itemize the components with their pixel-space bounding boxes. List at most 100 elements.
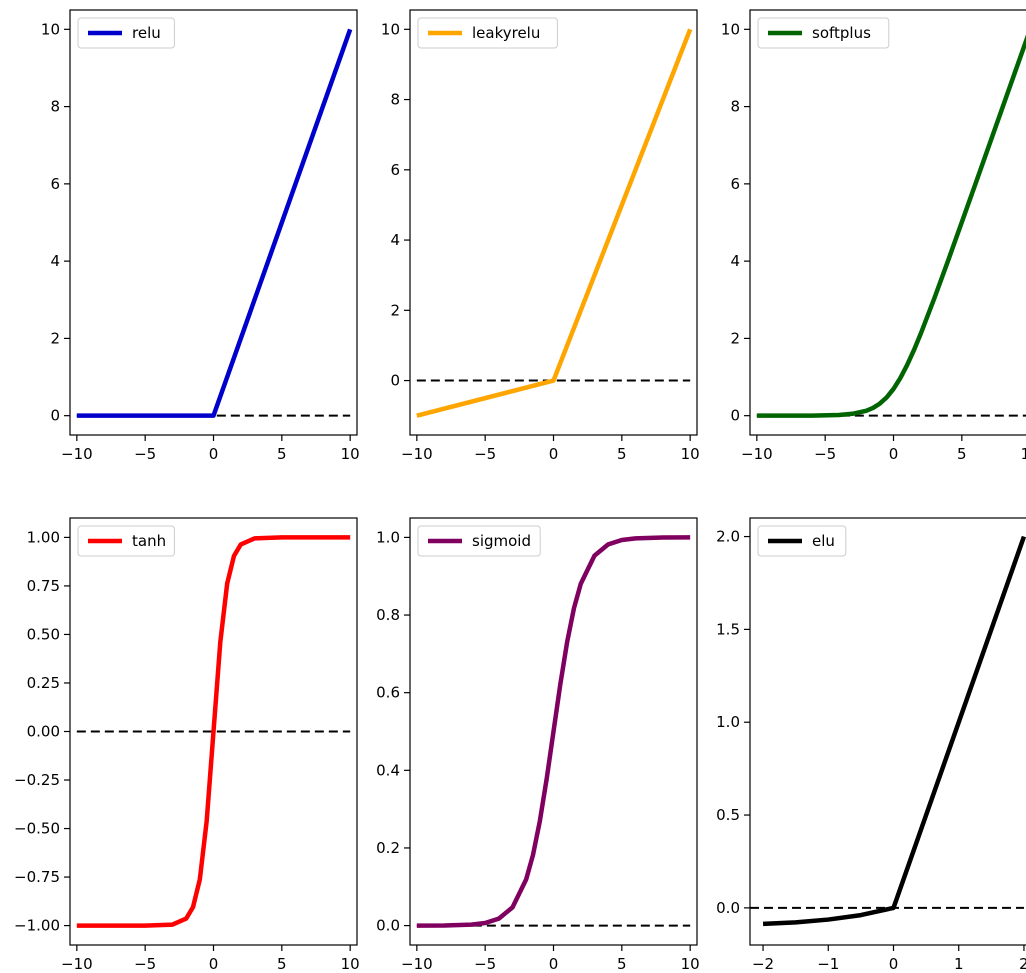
- subplot-softplus: −10 −5 0 5 10 0 2 4 6 8 10 softplus: [721, 9, 1026, 463]
- series-line-relu: [76, 28, 353, 418]
- legend-box: [77, 525, 175, 557]
- x-tick-label: 10: [681, 445, 700, 463]
- y-tick-label: 8: [730, 98, 740, 116]
- y-tick-label: 6: [390, 161, 400, 179]
- axes-frame: [69, 9, 358, 436]
- series-line-leakyrelu: [416, 28, 693, 418]
- y-tick-label: −1.00: [14, 917, 60, 935]
- y-tick-label: 0.00: [27, 723, 60, 741]
- x-tick-label: 0: [209, 445, 219, 463]
- x-tick-label: −10: [401, 955, 433, 973]
- y-tick-label: −0.75: [14, 868, 60, 886]
- axes-frame: [749, 517, 1026, 946]
- legend-label: softplus: [812, 24, 871, 42]
- x-tick-label: −5: [814, 445, 836, 463]
- x-tick-label: 0: [549, 445, 559, 463]
- x-tick-label: 5: [617, 955, 627, 973]
- y-tick-label: −0.25: [14, 771, 60, 789]
- y-tick-label: 1.00: [27, 528, 60, 546]
- x-tick-label: 10: [681, 955, 700, 973]
- legend-box: [757, 17, 890, 49]
- y-tick-label: 10: [381, 20, 400, 38]
- y-tick-label: 0.50: [27, 625, 60, 643]
- series-line-elu: [762, 535, 1026, 927]
- y-tick-label: 6: [730, 175, 740, 193]
- legend-relu: relu: [77, 17, 175, 49]
- y-tick-label: 0.6: [376, 684, 400, 702]
- y-tick-label: 4: [50, 252, 60, 270]
- y-tick-label: 1.0: [716, 713, 740, 731]
- x-tick-label: 10: [1021, 445, 1026, 463]
- x-tick-label: 2: [1019, 955, 1026, 973]
- y-tick-label: −0.50: [14, 820, 60, 838]
- x-tick-label: 10: [341, 955, 360, 973]
- legend-label: sigmoid: [472, 532, 531, 550]
- x-tick-label: −5: [134, 955, 156, 973]
- legend-leakyrelu: leakyrelu: [417, 17, 558, 49]
- series-line-tanh: [76, 535, 351, 928]
- x-tick-label: 5: [957, 445, 967, 463]
- y-tick-label: 0.0: [716, 899, 740, 917]
- legend-box: [77, 17, 175, 49]
- y-tick-label: 0.0: [376, 917, 400, 935]
- y-tick-label: 0: [390, 372, 400, 390]
- legend-elu: elu: [757, 525, 847, 557]
- y-tick-label: 2.0: [716, 528, 740, 546]
- subplot-elu: −2 −1 0 1 2 0.0 0.5 1.0 1.5 2.0 elu: [716, 517, 1026, 973]
- x-tick-label: 0: [209, 955, 219, 973]
- y-tick-label: 0.5: [716, 806, 740, 824]
- y-tick-label: 10: [41, 20, 60, 38]
- legend-label: tanh: [132, 532, 166, 550]
- y-tick-label: 1.5: [716, 620, 740, 638]
- legend-box: [417, 17, 558, 49]
- x-tick-label: −10: [401, 445, 433, 463]
- x-tick-label: −10: [61, 955, 93, 973]
- y-tick-label: 10: [721, 20, 740, 38]
- y-tick-label: 2: [390, 301, 400, 319]
- x-tick-label: 0: [889, 955, 899, 973]
- legend-sigmoid: sigmoid: [417, 525, 541, 557]
- series-line-softplus: [756, 34, 1026, 418]
- y-tick-label: 2: [50, 329, 60, 347]
- y-tick-label: 0.2: [376, 839, 400, 857]
- y-tick-label: 0: [50, 407, 60, 425]
- subplot-relu: −10 −5 0 5 10 0 2 4 6 8 10 relu: [41, 9, 360, 463]
- x-tick-label: −2: [752, 955, 774, 973]
- y-tick-label: 0.8: [376, 606, 400, 624]
- x-tick-label: 10: [341, 445, 360, 463]
- subplot-sigmoid: −10 −5 0 5 10 0.0 0.2 0.4 0.6 0.8 1.0 sigmoid: [376, 517, 700, 973]
- y-tick-label: 0.4: [376, 761, 400, 779]
- legend-label: relu: [132, 24, 161, 42]
- y-tick-label: 0.75: [27, 577, 60, 595]
- subplot-tanh: −10 −5 0 5 10 −1.00 −0.75 −0.50 −0.25 0.00 0.25 0.5…: [14, 517, 360, 973]
- legend-label: elu: [812, 532, 835, 550]
- axes-frame: [749, 9, 1026, 436]
- x-tick-label: −5: [474, 955, 496, 973]
- y-tick-label: 4: [390, 231, 400, 249]
- y-tick-label: 0.25: [27, 674, 60, 692]
- x-tick-label: 0: [549, 955, 559, 973]
- x-tick-label: 1: [954, 955, 964, 973]
- x-tick-label: 5: [277, 445, 287, 463]
- x-tick-label: −5: [474, 445, 496, 463]
- y-tick-label: 0: [730, 407, 740, 425]
- y-tick-label: 8: [50, 98, 60, 116]
- legend-box: [417, 525, 541, 557]
- legend-tanh: tanh: [77, 525, 175, 557]
- x-tick-label: 5: [617, 445, 627, 463]
- series-line-sigmoid: [416, 535, 691, 928]
- y-tick-label: 6: [50, 175, 60, 193]
- legend-softplus: softplus: [757, 17, 890, 49]
- y-tick-label: 1.0: [376, 528, 400, 546]
- axes-frame: [409, 9, 698, 436]
- x-tick-label: 0: [889, 445, 899, 463]
- subplot-leakyrelu: −10 −5 0 5 10 0 2 4 6 8 10 leakyrelu: [381, 9, 700, 463]
- y-tick-label: 4: [730, 252, 740, 270]
- legend-label: leakyrelu: [472, 24, 540, 42]
- x-tick-label: −10: [61, 445, 93, 463]
- x-tick-label: 5: [277, 955, 287, 973]
- x-tick-label: −1: [817, 955, 839, 973]
- y-tick-label: 8: [390, 91, 400, 109]
- x-tick-label: −5: [134, 445, 156, 463]
